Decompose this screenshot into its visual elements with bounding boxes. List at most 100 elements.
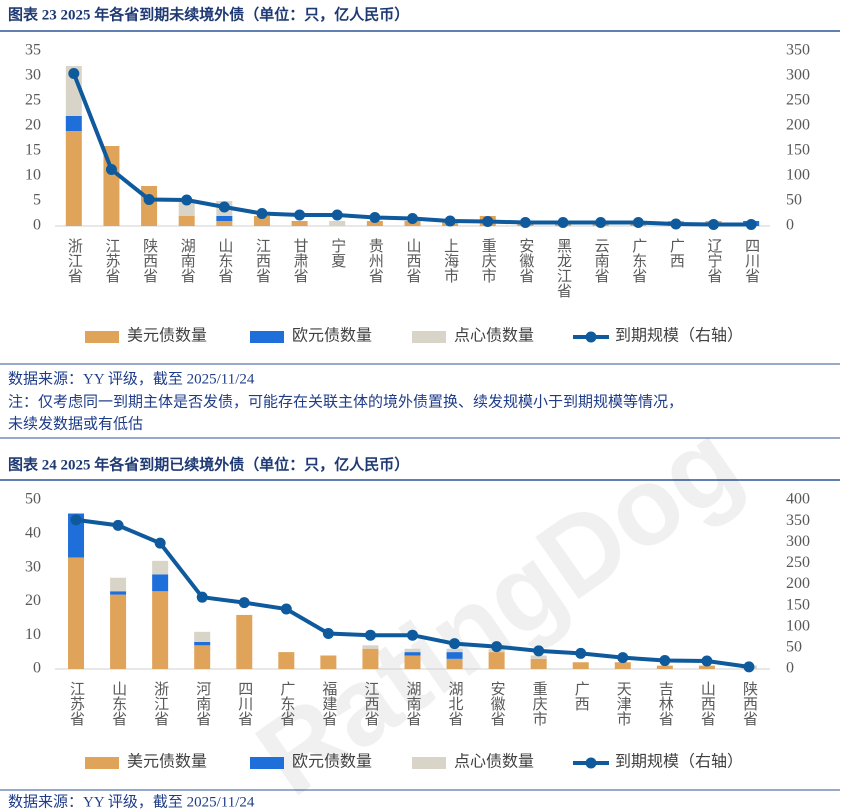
- bar-segment: [194, 631, 211, 642]
- line-marker: [519, 217, 531, 228]
- line-marker: [575, 647, 587, 659]
- line-marker: [322, 628, 334, 640]
- line-marker: [280, 603, 292, 615]
- line-marker: [533, 645, 545, 657]
- y-tick-label: 30: [25, 558, 41, 575]
- bar-segment: [236, 614, 253, 669]
- line-marker: [444, 215, 456, 227]
- legend-label: 到期规模（右轴）: [615, 753, 743, 771]
- bar-segment: [698, 665, 715, 669]
- x-tick-label: 黑龙江省: [555, 238, 572, 298]
- bar-segment: [656, 665, 673, 669]
- y2-tick-label: 0: [786, 660, 794, 677]
- bar-segment: [329, 221, 346, 226]
- x-tick-label: 甘肃省: [292, 238, 309, 283]
- line-marker: [105, 164, 117, 175]
- y2-tick-label: 0: [786, 217, 794, 234]
- bar-segment: [110, 591, 127, 595]
- line-marker: [154, 537, 166, 549]
- legend-swatch: [250, 331, 284, 343]
- x-tick-label: 湖南省: [179, 238, 196, 283]
- x-tick-label: 山东省: [110, 681, 127, 726]
- bar-segment: [253, 216, 270, 226]
- bar-segment: [320, 655, 337, 669]
- line-marker: [369, 212, 381, 223]
- bar-segment: [152, 574, 169, 592]
- bar-segment: [446, 658, 463, 669]
- bar-segment: [404, 652, 421, 656]
- legend-label: 美元债数量: [127, 327, 207, 345]
- x-tick-label: 天津市: [615, 681, 632, 726]
- x-tick-label: 山东省: [216, 238, 233, 283]
- bar-segment: [362, 648, 379, 669]
- x-tick-label: 广东省: [630, 238, 647, 283]
- y-tick-label: 0: [33, 660, 41, 677]
- x-tick-label: 湖南省: [405, 681, 422, 726]
- y2-tick-label: 250: [786, 554, 810, 571]
- line-marker: [491, 641, 503, 653]
- bar-segment: [404, 648, 421, 653]
- x-tick-label: 云南省: [593, 238, 610, 283]
- x-tick-label: 陕西省: [141, 238, 158, 283]
- legend-swatch: [412, 331, 446, 343]
- note: 未续发数据或有低估: [8, 415, 143, 432]
- legend-label: 欧元债数量: [292, 327, 372, 345]
- line-marker: [70, 514, 82, 526]
- x-tick-label: 安徽省: [489, 681, 506, 726]
- bar-segment: [110, 594, 127, 669]
- line-marker: [743, 661, 755, 673]
- bar-segment: [68, 557, 85, 669]
- y2-tick-label: 100: [786, 167, 810, 184]
- legend-swatch: [585, 757, 597, 769]
- line-marker: [632, 217, 644, 228]
- bar-segment: [152, 591, 169, 669]
- x-tick-label: 广东省: [278, 681, 295, 726]
- y-tick-label: 30: [25, 67, 41, 84]
- line-marker: [331, 209, 343, 221]
- x-tick-label: 山西省: [405, 238, 422, 283]
- y2-tick-label: 100: [786, 617, 810, 634]
- y-tick-label: 0: [33, 217, 41, 234]
- legend-swatch: [85, 331, 119, 343]
- line-marker: [670, 218, 682, 230]
- x-tick-label: 江苏省: [103, 238, 120, 283]
- legend-label: 点心债数量: [454, 327, 534, 345]
- bar-segment: [216, 221, 233, 226]
- x-tick-label: 重庆市: [531, 681, 548, 726]
- y2-tick-label: 300: [786, 67, 810, 84]
- legend-label: 美元债数量: [127, 753, 207, 771]
- bar-segment: [614, 662, 631, 669]
- y2-tick-label: 50: [786, 639, 802, 656]
- bar-segment: [110, 577, 127, 592]
- y2-tick-label: 350: [786, 512, 810, 529]
- x-tick-label: 上海市: [442, 238, 459, 283]
- y2-tick-label: 150: [786, 596, 810, 613]
- legend-label: 点心债数量: [454, 753, 534, 771]
- bar-segment: [194, 645, 211, 669]
- chart-title: 图表 23 2025 年各省到期未续境外债（单位：只，亿人民币）: [8, 5, 409, 23]
- x-tick-label: 宁夏: [329, 238, 346, 268]
- x-tick-label: 福建省: [320, 681, 337, 726]
- note: 注：仅考虑同一到期主体是否发债，可能存在关联主体的境外债置换、续发规模小于到期规…: [8, 392, 683, 410]
- y2-tick-label: 300: [786, 533, 810, 550]
- bar-segment: [141, 186, 158, 226]
- legend-swatch: [85, 757, 119, 769]
- x-tick-label: 广西: [573, 681, 590, 711]
- x-tick-label: 浙江省: [66, 238, 83, 283]
- bar-segment: [178, 201, 195, 216]
- bar-segment: [291, 221, 308, 226]
- bar-segment: [404, 655, 421, 669]
- x-tick-label: 辽宁省: [706, 238, 723, 283]
- line-marker: [482, 216, 494, 227]
- line-marker: [745, 219, 757, 230]
- x-tick-label: 四川省: [236, 681, 253, 726]
- line-marker: [256, 208, 268, 219]
- y-tick-label: 25: [25, 92, 41, 109]
- bar-segment: [178, 216, 195, 226]
- line-marker: [708, 219, 720, 230]
- legend-swatch: [585, 331, 597, 343]
- y2-tick-label: 200: [786, 117, 810, 134]
- line: [71, 72, 752, 227]
- x-tick-label: 江苏省: [68, 681, 85, 726]
